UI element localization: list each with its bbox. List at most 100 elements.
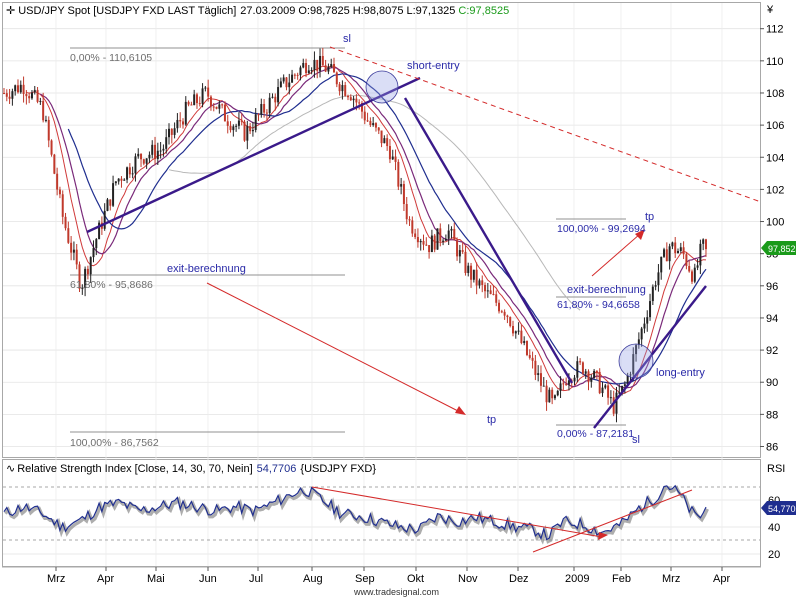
candle (344, 81, 347, 97)
candle (61, 190, 64, 225)
candle (218, 100, 221, 114)
candle (92, 240, 95, 263)
rsi-tick-label: 40 (768, 522, 780, 534)
candle (310, 67, 313, 75)
candle (204, 85, 207, 92)
rsi-symbol: {USDJPY FXD} (300, 463, 376, 475)
candle (11, 88, 14, 106)
price-tick-label: 96 (766, 281, 778, 293)
candle (528, 349, 531, 360)
arrowhead-down (455, 406, 466, 415)
candle (137, 148, 140, 159)
candle (377, 126, 380, 135)
candle (75, 244, 78, 270)
long-entry-marker (618, 343, 654, 379)
candle (257, 113, 260, 122)
candle (299, 65, 302, 81)
candle (609, 390, 612, 404)
header-high: H:98,8075 (353, 5, 404, 17)
candle (545, 380, 548, 411)
candle (316, 59, 319, 79)
candle (542, 377, 545, 387)
candle (439, 223, 442, 247)
candle (388, 139, 391, 164)
candle (78, 261, 81, 292)
candle (447, 224, 450, 245)
candle (601, 381, 604, 397)
candle (433, 233, 436, 253)
candle (25, 90, 28, 105)
candle (39, 97, 42, 105)
candle (235, 123, 238, 132)
annotation-tp-top: tp (645, 211, 654, 223)
header-open: O:98,7825 (298, 5, 349, 17)
candle (131, 166, 134, 179)
candle (414, 228, 417, 240)
rsi-axis-label: RSI (767, 463, 785, 475)
candle (243, 119, 246, 142)
candle (665, 242, 668, 262)
candle (635, 343, 638, 362)
fib-label-0-left: 0,00% - 110,6105 (70, 52, 152, 64)
indicator-icon: ∿ (6, 463, 15, 475)
candle (296, 72, 299, 80)
candle (279, 77, 282, 88)
time-tick-label: 2009 (565, 573, 589, 585)
candle (461, 242, 464, 254)
candle (615, 387, 618, 423)
candle (450, 226, 453, 239)
candle (506, 314, 509, 324)
candle (693, 263, 696, 284)
candle (486, 283, 489, 298)
candle (33, 85, 36, 95)
candle (400, 177, 403, 195)
candle (579, 358, 582, 365)
candle (254, 108, 257, 133)
candle (221, 103, 224, 109)
candle (232, 124, 235, 137)
candle (173, 122, 176, 139)
candle (89, 256, 92, 283)
candle (193, 89, 196, 106)
resistance-line (329, 46, 762, 203)
candle (358, 99, 361, 110)
candle (408, 216, 411, 226)
time-tick-label: Okt (407, 573, 424, 585)
candle (260, 98, 263, 118)
candle (98, 220, 101, 240)
rsi-trendline-down (311, 486, 603, 538)
candle (117, 178, 120, 185)
short-entry-marker (365, 70, 399, 104)
candle (237, 112, 240, 130)
rsi-line (3, 484, 707, 541)
candle (19, 80, 22, 94)
candle (271, 93, 274, 99)
annotation-sl-top: sl (343, 33, 351, 45)
candle (444, 234, 447, 241)
annotation-tp-bottom: tp (487, 414, 496, 426)
fib-label-0-right: 0,00% - 87,2181 (557, 428, 634, 440)
candle (170, 128, 173, 144)
candle (176, 113, 179, 133)
gridlines (3, 3, 760, 566)
price-tick-label: 102 (766, 184, 784, 196)
candle (640, 326, 643, 347)
candle (517, 322, 520, 335)
rsi-arrowhead (598, 532, 608, 540)
candle (618, 384, 621, 395)
price-tick-label: 112 (766, 24, 784, 36)
candle (291, 69, 294, 83)
candle (14, 84, 17, 96)
candle (120, 176, 123, 188)
candle (201, 83, 204, 108)
currency-symbol: ¥ (766, 4, 774, 16)
candle (140, 153, 143, 168)
candle (5, 89, 8, 102)
candle (67, 221, 70, 244)
candle (548, 387, 551, 403)
candle (668, 243, 671, 270)
candle (44, 115, 47, 123)
candle (539, 365, 542, 393)
candle (128, 163, 131, 178)
candle (190, 101, 193, 106)
